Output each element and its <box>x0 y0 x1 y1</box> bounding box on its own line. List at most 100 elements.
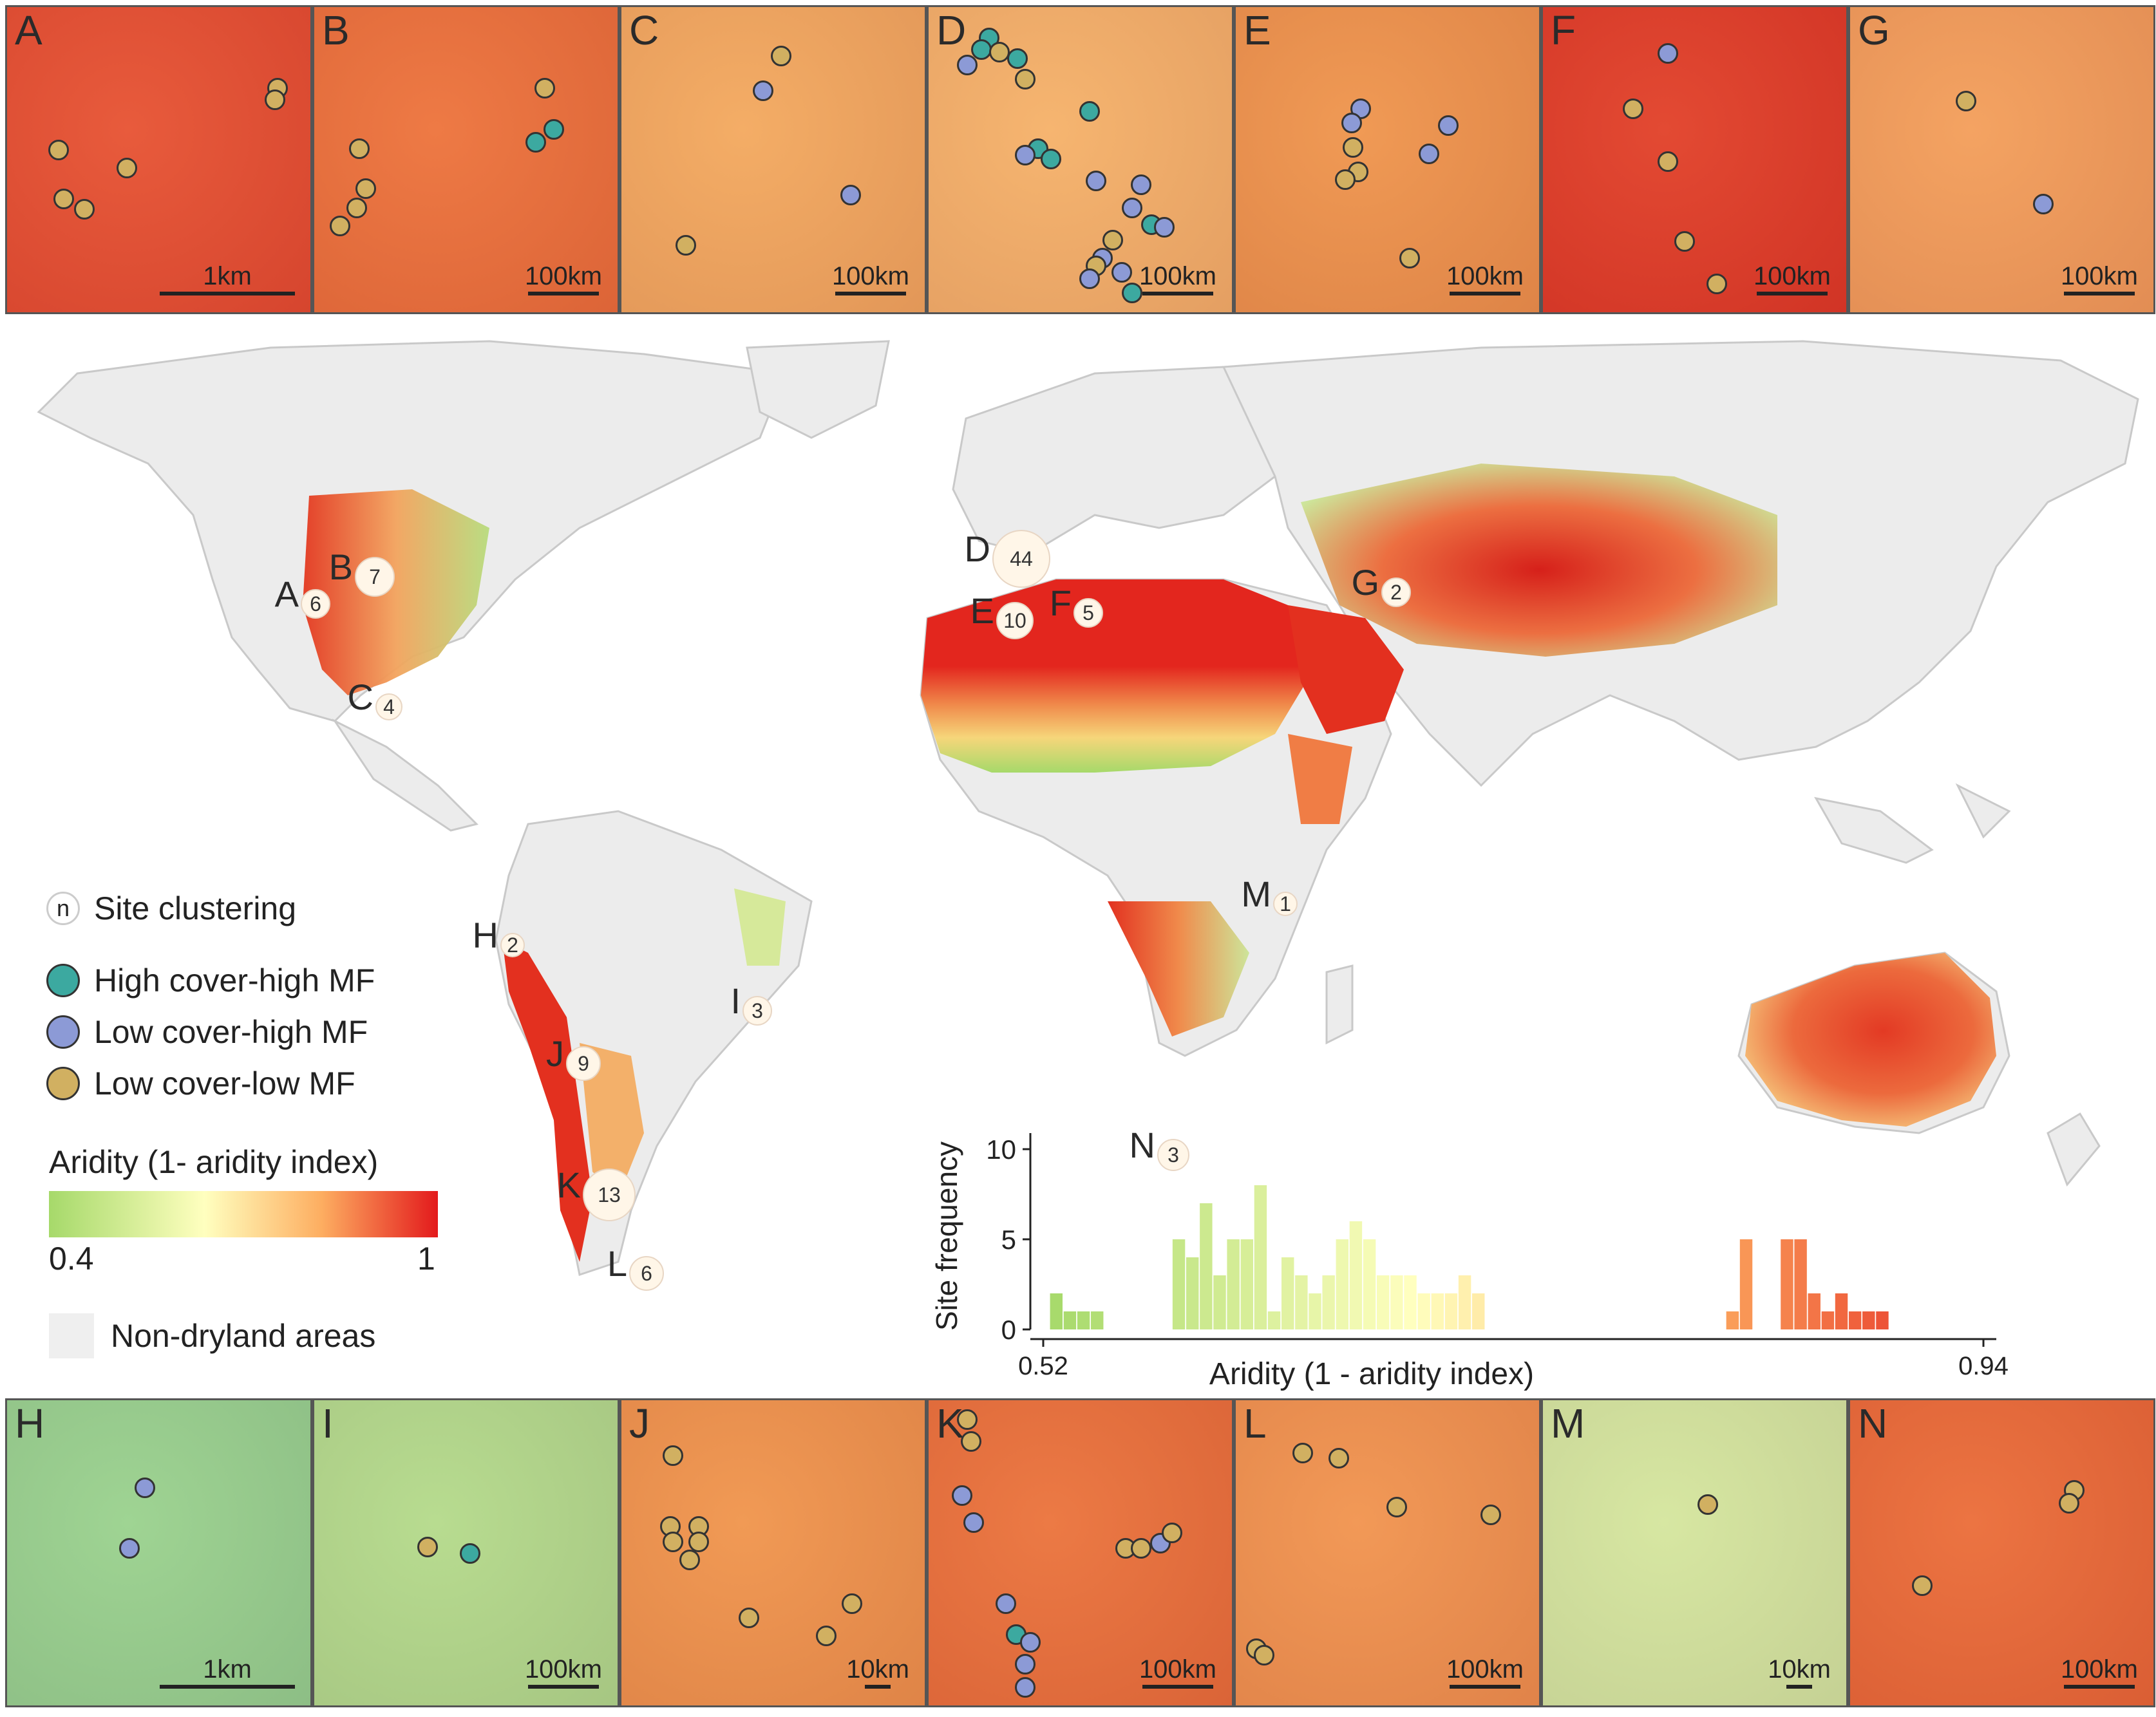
histogram-x-label: Aridity (1 - aridity index) <box>1209 1357 1534 1391</box>
site-point-lh <box>996 1593 1016 1614</box>
site-point-ll <box>1956 91 1976 111</box>
legend-low-high-label: Low cover-high MF <box>94 1014 368 1050</box>
scale-bar-line <box>2063 292 2135 296</box>
inset-panel-letter: E <box>1243 7 1271 53</box>
histogram-bar <box>1377 1275 1390 1329</box>
site-point-ll <box>663 1532 683 1552</box>
histogram-bar <box>1213 1275 1226 1329</box>
site-point-ll <box>1015 69 1035 89</box>
site-point-ll <box>1329 1448 1349 1468</box>
site-point-lh <box>1020 1632 1041 1653</box>
non-dryland-swatch <box>49 1313 94 1358</box>
site-point-ll <box>816 1626 837 1646</box>
site-point-ll <box>739 1608 759 1628</box>
scale-bar-line <box>1142 1685 1213 1689</box>
inset-panel-e: E 100km <box>1234 5 1541 314</box>
scale-bar: 10km <box>1768 1656 1831 1689</box>
histogram-bar <box>1186 1257 1199 1329</box>
histogram-bar <box>1876 1311 1889 1329</box>
histogram-bar <box>1322 1275 1335 1329</box>
scale-bar: 100km <box>832 263 909 296</box>
scale-bar-line <box>2063 1685 2135 1689</box>
site-cluster-b: 7B <box>329 547 395 597</box>
site-cluster-circle <box>742 996 772 1026</box>
site-clustering-icon: n <box>46 892 80 925</box>
low-cover-high-mf-icon <box>46 1015 80 1049</box>
scale-bar: 100km <box>1446 1656 1524 1689</box>
site-point-lh <box>119 1538 140 1559</box>
site-point-ll <box>842 1593 862 1614</box>
histogram-bar <box>1172 1239 1186 1329</box>
site-point-ll <box>771 46 791 66</box>
site-point-lh <box>753 80 773 101</box>
site-cluster-count: 3 <box>1168 1143 1179 1167</box>
site-cluster-n: 3N <box>1130 1125 1189 1171</box>
site-cluster-letter: M <box>1241 874 1271 914</box>
histogram-bar <box>1431 1293 1444 1329</box>
histogram-bar <box>1390 1275 1403 1329</box>
site-point-ll <box>1912 1575 1933 1596</box>
site-point-hh <box>1122 283 1142 303</box>
site-cluster-l: 6L <box>607 1243 664 1291</box>
site-point-lh <box>840 185 861 205</box>
scale-bar: 100km <box>2061 1656 2138 1689</box>
site-cluster-k: 13 K <box>557 1165 636 1221</box>
inset-panel-m: M 10km <box>1541 1398 1848 1707</box>
site-cluster-letter: E <box>970 590 994 631</box>
site-cluster-circle <box>566 1046 601 1081</box>
site-point-ll <box>53 189 74 209</box>
site-point-ll <box>1162 1523 1182 1543</box>
site-point-ll <box>1343 137 1363 158</box>
site-cluster-circle <box>375 693 402 720</box>
inset-panel-letter: G <box>1858 7 1890 53</box>
scale-bar-label: 100km <box>524 262 602 290</box>
site-cluster-count: 3 <box>752 999 763 1022</box>
scale-bar: 10km <box>846 1656 909 1689</box>
scale-bar-label: 10km <box>846 1655 909 1684</box>
histogram-bar <box>1794 1239 1807 1329</box>
histogram-bar <box>1726 1311 1739 1329</box>
site-cluster-circle <box>583 1168 636 1221</box>
scale-bar: 1km <box>160 263 295 296</box>
scale-bar-label: 100km <box>1753 262 1831 290</box>
site-cluster-c: 4C <box>348 677 402 720</box>
site-point-lh <box>1015 1677 1035 1698</box>
scale-bar-label: 100km <box>2060 262 2138 290</box>
site-cluster-count: 6 <box>641 1262 652 1285</box>
histogram-bar <box>1781 1239 1793 1329</box>
histogram-bar <box>1739 1239 1753 1329</box>
inset-panel-b: B 100km <box>312 5 619 314</box>
site-point-ll <box>1623 99 1643 119</box>
site-cluster-count: 44 <box>1010 547 1033 570</box>
site-cluster-letter: A <box>275 574 299 614</box>
scale-bar-label: 100km <box>1139 1655 1216 1684</box>
inset-panel-c: C 100km <box>619 5 927 314</box>
inset-panel-letter: L <box>1243 1400 1267 1447</box>
inset-panel-i: I 100km <box>312 1398 619 1707</box>
site-point-lh <box>135 1478 155 1498</box>
inset-panel-j: J 10km <box>619 1398 927 1707</box>
site-point-ll <box>1697 1494 1718 1515</box>
low-cover-low-mf-icon <box>46 1067 80 1100</box>
scale-bar: 100km <box>525 263 602 296</box>
scale-bar-label: 1km <box>203 262 252 290</box>
site-point-lh <box>1086 171 1106 191</box>
scale-bar-line <box>1786 1685 1813 1689</box>
inset-panel-letter: A <box>15 7 43 53</box>
site-cluster-count: 9 <box>578 1052 589 1075</box>
histogram-bar <box>1444 1293 1458 1329</box>
histogram-bar <box>1200 1203 1213 1329</box>
scale-bar-line <box>160 292 295 296</box>
site-point-ll <box>74 199 95 220</box>
site-cluster-letter: B <box>329 547 353 587</box>
site-cluster-a: 6A <box>275 574 330 619</box>
site-point-hh <box>1079 101 1100 122</box>
site-cluster-count: 4 <box>383 695 395 718</box>
site-cluster-letter: I <box>730 980 741 1021</box>
aridity-histogram: 0 5 10 0.52 0.94 Aridity (1 - aridity index… <box>930 1133 2009 1391</box>
scale-bar-label: 100km <box>2060 1655 2138 1684</box>
high-cover-high-mf-icon <box>46 964 80 997</box>
legend-low-cover-low-mf: Low cover-low MF <box>46 1065 355 1102</box>
